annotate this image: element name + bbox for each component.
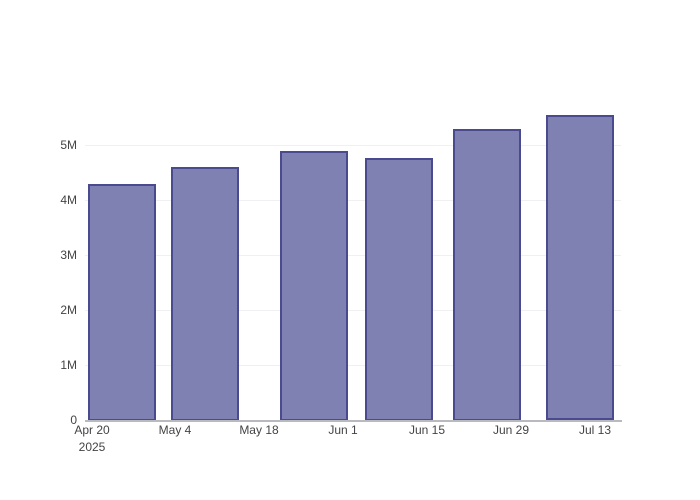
x-tick-label: Jun 29 bbox=[492, 423, 530, 437]
x-tick-label: Jul 13 bbox=[578, 423, 612, 437]
y-tick-label: 4M bbox=[60, 193, 77, 207]
bar[interactable] bbox=[171, 167, 239, 421]
x-axis-line bbox=[85, 420, 622, 422]
bar[interactable] bbox=[546, 115, 614, 420]
y-tick-label: 2M bbox=[60, 303, 77, 317]
x-tick-label: Apr 20 2025 bbox=[74, 423, 110, 454]
gridline bbox=[85, 255, 621, 256]
bar[interactable] bbox=[453, 129, 521, 421]
gridline bbox=[85, 200, 621, 201]
y-tick-label: 0 bbox=[70, 413, 77, 427]
y-tick-label: 1M bbox=[60, 358, 77, 372]
x-tick-label: Jun 15 bbox=[408, 423, 446, 437]
gridline bbox=[85, 310, 621, 311]
bar[interactable] bbox=[88, 184, 156, 421]
x-tick-label: May 4 bbox=[158, 423, 192, 437]
x-tick-label: May 18 bbox=[239, 423, 279, 437]
x-tick-label: Jun 1 bbox=[328, 423, 358, 437]
y-tick-label: 3M bbox=[60, 248, 77, 262]
bar[interactable] bbox=[365, 158, 433, 421]
gridline bbox=[85, 365, 621, 366]
gridline bbox=[85, 145, 621, 146]
y-tick-label: 5M bbox=[60, 138, 77, 152]
bar[interactable] bbox=[280, 151, 348, 421]
